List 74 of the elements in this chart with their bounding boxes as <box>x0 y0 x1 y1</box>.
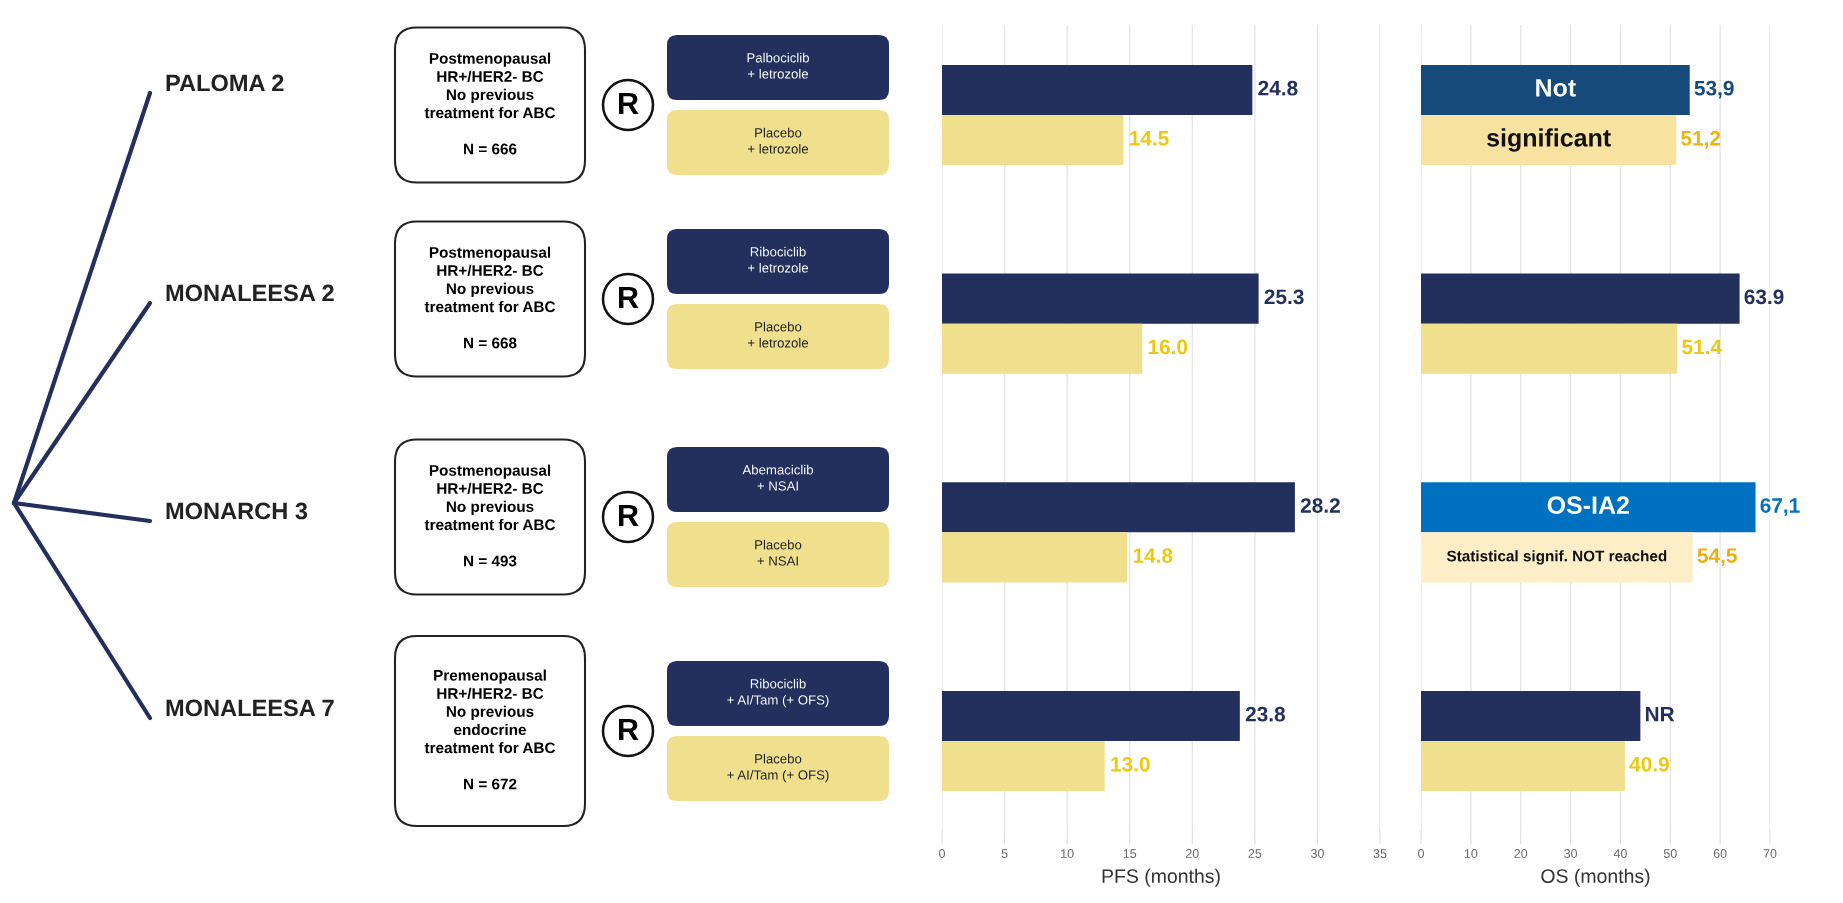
text: Ribociclib + letrozole <box>748 246 809 273</box>
x-tick-label: 20 <box>1185 849 1199 858</box>
bar <box>942 482 1295 533</box>
x-tick-label: 25 <box>1248 849 1262 858</box>
data-label: 51,2 <box>1681 130 1721 149</box>
annotation: OS-IA2 <box>1547 496 1629 515</box>
text: Placebo + AI/Tam (+ OFS) <box>727 753 829 783</box>
bar <box>942 114 1124 166</box>
bar <box>942 690 1240 742</box>
text: PALOMA 2 <box>166 74 284 92</box>
annotation: Not <box>1536 79 1576 97</box>
text: Premenopausal HR+/HER2- BC No previous endocrine treatment for ABC N = 672 <box>424 669 556 790</box>
x-axis-title: OS (months) <box>1541 868 1650 887</box>
bar <box>942 323 1143 374</box>
text: Placebo + NSAI <box>755 539 802 566</box>
data-label: 28.2 <box>1300 498 1340 513</box>
data-label: 14.8 <box>1133 548 1173 563</box>
x-axis-title: PFS (months) <box>1102 868 1220 887</box>
data-label: 67,1 <box>1760 498 1800 516</box>
x-tick-label: 10 <box>1464 849 1478 858</box>
x-tick-label: 70 <box>1763 849 1777 858</box>
text: Postmenopausal HR+/HER2- BC No previous treatment for ABC N = 493 <box>424 464 556 567</box>
data-label: NR <box>1645 707 1675 722</box>
x-tick-label: 20 <box>1514 849 1528 858</box>
data-label: 25.3 <box>1264 289 1304 305</box>
x-tick-label: 10 <box>1061 849 1074 858</box>
text: Placebo + letrozole <box>748 321 809 348</box>
text: Ribociclib + AI/Tam (+ OFS) <box>727 678 829 708</box>
x-tick-label: 40 <box>1613 849 1627 858</box>
x-tick-label: 0 <box>1418 849 1424 858</box>
x-tick-label: 0 <box>939 849 945 858</box>
text: Palbociclib + letrozole <box>747 52 809 79</box>
text: Postmenopausal HR+/HER2- BC No previous treatment for ABC N = 666 <box>424 52 556 155</box>
data-label: 63.9 <box>1744 289 1784 305</box>
annotation: significant <box>1487 128 1611 152</box>
data-label: 40.9 <box>1629 756 1669 772</box>
data-label: 23.8 <box>1245 706 1285 722</box>
bar <box>1421 64 1690 115</box>
bar <box>1421 323 1678 374</box>
bar <box>1421 532 1693 583</box>
data-label: 16.0 <box>1148 339 1188 355</box>
bar <box>1421 114 1677 166</box>
text: R <box>619 92 639 114</box>
data-label: 24.8 <box>1258 80 1298 96</box>
text: R <box>619 718 639 740</box>
x-tick-label: 5 <box>1001 849 1008 858</box>
text: Placebo + letrozole <box>748 127 809 154</box>
bar <box>942 64 1253 115</box>
x-tick-label: 30 <box>1564 849 1578 858</box>
data-label: 51.4 <box>1682 339 1722 355</box>
data-label: 53,9 <box>1694 80 1734 99</box>
x-tick-label: 15 <box>1123 849 1137 858</box>
data-label: 54,5 <box>1697 548 1737 566</box>
data-label: 13.0 <box>1111 756 1150 772</box>
bar <box>942 532 1128 583</box>
bar <box>1421 482 1756 533</box>
text: R <box>619 286 639 308</box>
bar <box>942 273 1259 324</box>
bar <box>942 741 1105 792</box>
text: Postmenopausal HR+/HER2- BC No previous treatment for ABC N = 668 <box>424 246 556 349</box>
bar <box>1421 741 1625 792</box>
annotation: Statistical signif. NOT reached <box>1446 550 1667 565</box>
x-tick-label: 35 <box>1373 849 1387 858</box>
data-label: 14.5 <box>1130 131 1169 146</box>
text: R <box>619 504 639 526</box>
x-tick-label: 60 <box>1713 849 1727 858</box>
text: Abemaciclib + NSAI <box>742 464 814 491</box>
x-tick-label: 30 <box>1310 849 1324 858</box>
bar <box>1421 273 1740 324</box>
x-tick-label: 50 <box>1663 849 1677 858</box>
text: MONALEESA 7 <box>166 699 334 717</box>
bar <box>1421 690 1641 742</box>
text: MONALEESA 2 <box>166 284 334 302</box>
text: MONARCH 3 <box>166 502 308 520</box>
